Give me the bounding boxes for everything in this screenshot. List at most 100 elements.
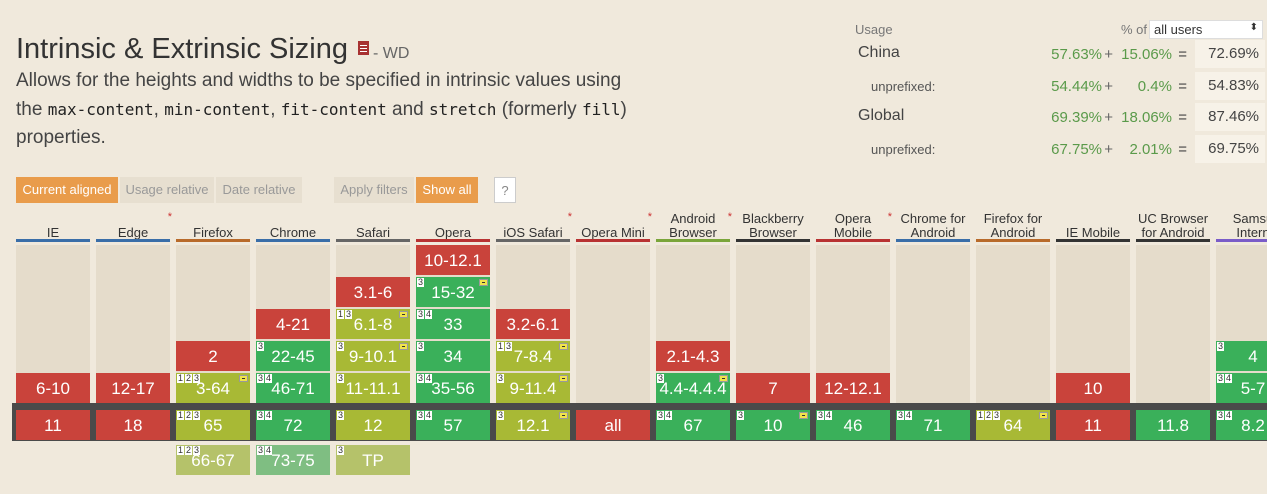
browser-header[interactable]: UC Browser for Android: [1136, 210, 1210, 240]
browser-header[interactable]: Opera Mobile *: [816, 210, 892, 240]
version-label: 7: [768, 379, 778, 398]
note-number: 4: [1225, 410, 1233, 420]
version-cell[interactable]: 10: [1056, 373, 1130, 403]
browser-header[interactable]: Android Browser *: [656, 210, 732, 240]
usage-relative-button[interactable]: Usage relative: [120, 177, 214, 203]
note-number: 2: [185, 445, 193, 455]
version-label: 22-45: [271, 347, 315, 366]
version-cell[interactable]: 3-64 1 2 3: [176, 373, 250, 403]
usage-value: 54.44%: [1051, 78, 1102, 95]
note-number: 3: [1217, 410, 1225, 420]
note-number: 4: [1225, 373, 1233, 383]
version-cell[interactable]: 2: [176, 341, 250, 371]
note-markers: 3: [657, 374, 665, 383]
version-cell[interactable]: 11: [1056, 410, 1130, 440]
version-cell[interactable]: 64 1 2 3: [976, 410, 1050, 440]
note-number: 4: [265, 410, 273, 420]
browser-name: Safari: [356, 225, 390, 240]
version-cell[interactable]: 11: [16, 410, 90, 440]
version-cell[interactable]: 11-11.1 3: [336, 373, 410, 403]
version-cell[interactable]: 9-10.1 3: [336, 341, 410, 371]
version-cell[interactable]: 3.2-6.1: [496, 309, 570, 339]
version-cell[interactable]: 6.1-8 1 3: [336, 309, 410, 339]
version-cell[interactable]: 9-11.4 3: [496, 373, 570, 403]
browser-name: IE Mobile: [1065, 225, 1121, 240]
version-cell[interactable]: 4.4-4.4.4 3: [656, 373, 730, 403]
version-cell[interactable]: 7-8.4 1 3: [496, 341, 570, 371]
users-select[interactable]: all users ⬍: [1149, 20, 1263, 39]
code-stretch: stretch: [429, 99, 497, 119]
note-number: 3: [497, 373, 505, 383]
help-button[interactable]: ?: [494, 177, 516, 203]
browser-header[interactable]: Safari: [336, 210, 410, 240]
version-label: all: [604, 416, 622, 435]
version-cell[interactable]: 12 3: [336, 410, 410, 440]
version-cell[interactable]: 4-21: [256, 309, 330, 339]
browser-header[interactable]: Edge *: [96, 210, 172, 240]
browser-header[interactable]: Opera: [416, 210, 490, 240]
version-cell[interactable]: TP 3: [336, 445, 410, 475]
version-cell[interactable]: 6-10: [16, 373, 90, 403]
browser-header[interactable]: iOS Safari *: [496, 210, 572, 240]
browser-header[interactable]: Firefox: [176, 210, 250, 240]
browser-header[interactable]: Chrome: [256, 210, 330, 240]
show-all-button[interactable]: Show all: [416, 177, 478, 203]
version-cell[interactable]: 18: [96, 410, 170, 440]
note-number: 3: [505, 341, 513, 351]
version-cell[interactable]: 12-12.1: [816, 373, 890, 403]
note-number: 3: [497, 410, 505, 420]
browser-header[interactable]: Blackberry Browser: [736, 210, 810, 240]
document-icon[interactable]: [358, 40, 369, 55]
version-cell[interactable]: 11.8: [1136, 410, 1210, 440]
browser-underline: [176, 239, 250, 242]
updown-arrow-icon: ⬍: [1249, 22, 1258, 33]
note-number: 3: [897, 410, 905, 420]
version-cell[interactable]: 66-67 1 2 3: [176, 445, 250, 475]
version-cell[interactable]: all: [576, 410, 650, 440]
browser-header[interactable]: SamsuIntern: [1216, 210, 1267, 240]
browser-header[interactable]: IE: [16, 210, 90, 240]
version-cell[interactable]: 22-45 3: [256, 341, 330, 371]
percent-of-label: % of: [1121, 22, 1148, 37]
current-aligned-button[interactable]: Current aligned: [16, 177, 118, 203]
version-cell[interactable]: 5-7 3 4: [1216, 373, 1267, 403]
version-cell[interactable]: 73-75 3 4: [256, 445, 330, 475]
version-cell[interactable]: 35-56 3 4: [416, 373, 490, 403]
usage-header: Usage: [855, 22, 893, 37]
version-cell[interactable]: 15-32 3: [416, 277, 490, 307]
version-cell[interactable]: 72 3 4: [256, 410, 330, 440]
browser-underline: [1136, 239, 1210, 242]
version-cell[interactable]: 71 3 4: [896, 410, 970, 440]
usage-value: 69.39%: [1051, 109, 1102, 126]
version-cell[interactable]: 57 3 4: [416, 410, 490, 440]
version-cell[interactable]: 46 3 4: [816, 410, 890, 440]
version-cell[interactable]: 12.1 3: [496, 410, 570, 440]
version-cell[interactable]: 65 1 2 3: [176, 410, 250, 440]
browser-header[interactable]: Firefox for Android: [976, 210, 1050, 240]
version-cell[interactable]: 2.1-4.3: [656, 341, 730, 371]
version-cell[interactable]: 46-71 3 4: [256, 373, 330, 403]
version-cell[interactable]: 10 3: [736, 410, 810, 440]
version-cell[interactable]: 3.1-6: [336, 277, 410, 307]
browser-name: Firefox: [193, 225, 233, 240]
version-cell[interactable]: 33 3 4: [416, 309, 490, 339]
note-number: 3: [257, 373, 265, 383]
version-cell[interactable]: 67 3 4: [656, 410, 730, 440]
browser-header[interactable]: IE Mobile: [1056, 210, 1130, 240]
apply-filters-button[interactable]: Apply filters: [334, 177, 414, 203]
version-label: 12.1: [516, 416, 550, 435]
version-label: 11: [1084, 416, 1102, 435]
note-number: 1: [977, 410, 985, 420]
version-cell[interactable]: 12-17: [96, 373, 170, 403]
browser-header[interactable]: Chrome for Android: [896, 210, 970, 240]
date-relative-button[interactable]: Date relative: [216, 177, 302, 203]
version-cell[interactable]: 8.2 3 4: [1216, 410, 1267, 440]
version-cell[interactable]: 7: [736, 373, 810, 403]
version-cell[interactable]: 34 3: [416, 341, 490, 371]
version-cell[interactable]: 10-12.1: [416, 245, 490, 275]
version-label: 7-8.4: [513, 347, 553, 366]
browser-header[interactable]: Opera Mini *: [576, 210, 652, 240]
